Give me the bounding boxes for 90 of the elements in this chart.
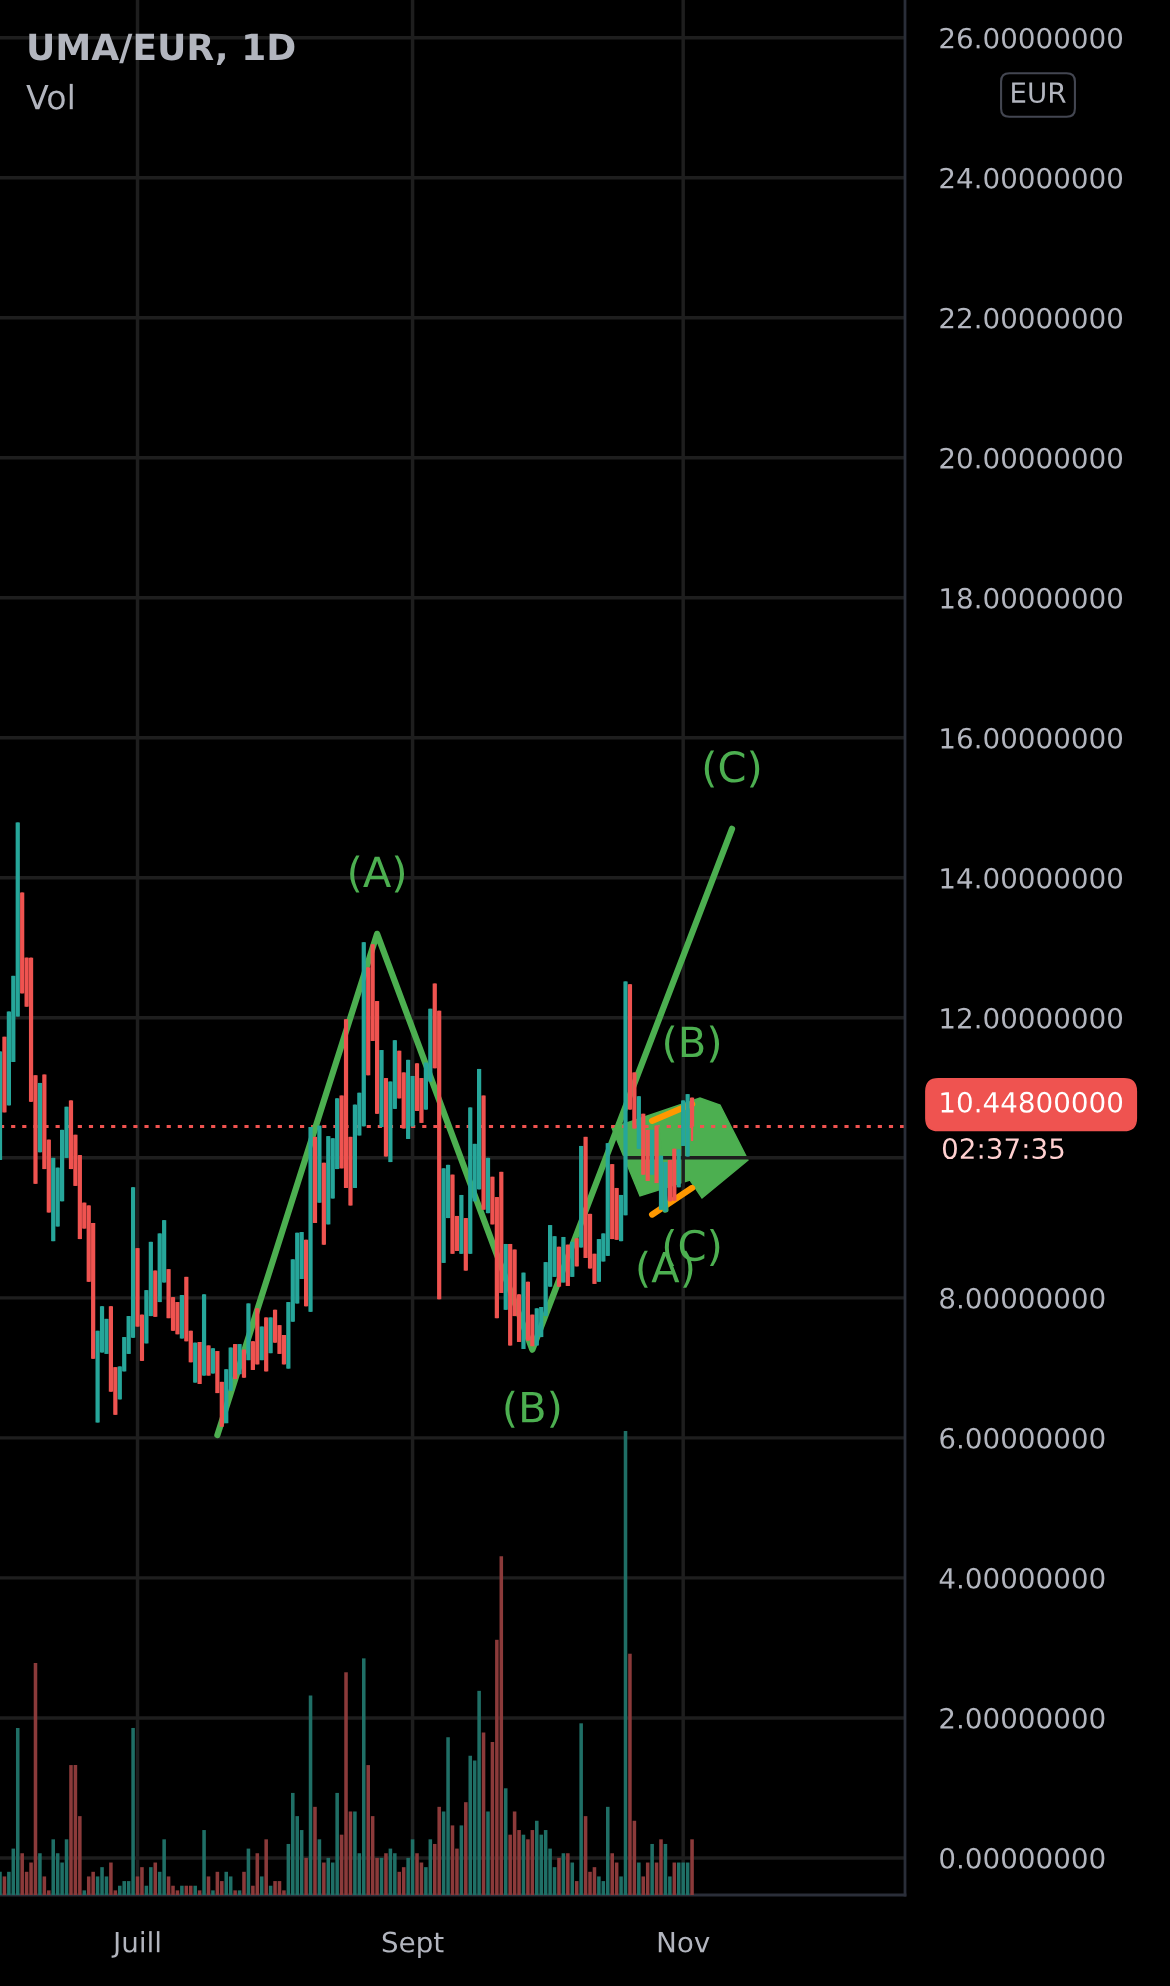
- bar: [628, 1653, 632, 1895]
- bar: [322, 1862, 326, 1895]
- bar: [503, 1788, 508, 1895]
- y-tick-label: 12.00000000: [941, 1007, 1123, 1029]
- bar: [597, 1876, 601, 1895]
- y-tick-label: 18.00000000: [941, 587, 1123, 609]
- bar: [233, 1890, 237, 1895]
- bar: [224, 1871, 229, 1895]
- bar: [393, 1853, 397, 1895]
- bar: [650, 1843, 654, 1895]
- bar: [273, 1881, 277, 1895]
- bar: [118, 1885, 122, 1895]
- bar: [20, 1853, 24, 1895]
- y-tick-label: 4.00000000: [939, 1567, 1105, 1589]
- bar: [366, 1765, 370, 1895]
- y-tick-label: 0.00000000: [940, 1847, 1105, 1869]
- annotation: (A): [350, 855, 405, 893]
- bar: [557, 1857, 561, 1895]
- bar: [610, 1853, 614, 1895]
- bar: [193, 1885, 197, 1895]
- bar: [464, 1802, 468, 1895]
- bar: [362, 1658, 366, 1895]
- bar: [384, 1853, 388, 1895]
- chart-title: Vol: [26, 83, 73, 110]
- bar: [637, 1862, 641, 1895]
- x-tick-label: Juill: [111, 1931, 160, 1958]
- y-tick-label: 2.00000000: [940, 1707, 1105, 1729]
- bar: [259, 1876, 264, 1895]
- bar: [69, 1765, 73, 1895]
- bar: [15, 1727, 20, 1895]
- annotation: (B): [665, 1025, 720, 1063]
- x-tick-label: Sept: [382, 1931, 444, 1958]
- text: 02:37:35: [942, 1138, 1064, 1160]
- x-tick-label: Nov: [658, 1931, 710, 1953]
- bar: [162, 1839, 166, 1895]
- annotation: (B): [505, 1390, 560, 1428]
- bar: [344, 1672, 348, 1895]
- y-tick-label: 16.00000000: [941, 727, 1123, 749]
- y-tick-label: 6.00000000: [940, 1427, 1105, 1449]
- y-tick-label: 26.00000000: [940, 27, 1123, 49]
- bar: [38, 1853, 42, 1895]
- bar: [122, 1881, 126, 1895]
- bar: [149, 1867, 153, 1895]
- bar: [304, 1857, 308, 1895]
- bar: [188, 1885, 193, 1895]
- y-tick-label: 22.00000000: [940, 307, 1123, 329]
- bar: [477, 1690, 481, 1895]
- bar: [468, 1755, 473, 1895]
- bar: [82, 1890, 87, 1895]
- bar: [659, 1839, 663, 1895]
- y-tick-label: 20.00000000: [940, 447, 1123, 469]
- bar: [397, 1871, 402, 1895]
- ref-line-label: 10.44800000: [941, 1091, 1123, 1113]
- bar: [335, 1792, 339, 1895]
- bar: [535, 1820, 539, 1895]
- text: EUR: [1012, 82, 1066, 104]
- annotation: (C): [704, 750, 760, 788]
- bar: [153, 1862, 158, 1895]
- bar: [690, 1839, 694, 1895]
- bar: [291, 1792, 295, 1895]
- bar: [566, 1853, 570, 1895]
- y-tick-label: 24.00000000: [940, 167, 1123, 189]
- bar: [353, 1811, 357, 1895]
- bar: [579, 1723, 583, 1895]
- bar: [51, 1839, 56, 1895]
- bar: [109, 1862, 113, 1895]
- bar: [681, 1862, 685, 1895]
- bar: [140, 1867, 144, 1895]
- bar: [175, 1890, 180, 1895]
- bar: [242, 1871, 246, 1895]
- bar: [606, 1806, 610, 1895]
- y-tick-label: 14.00000000: [941, 867, 1123, 889]
- bar: [100, 1867, 104, 1895]
- text: UMA/EUR, 1D: [29, 33, 295, 66]
- bar: [437, 1806, 441, 1895]
- bar: [211, 1890, 215, 1895]
- bar: [313, 1806, 317, 1895]
- bar: [415, 1853, 419, 1895]
- bar: [676, 1862, 681, 1895]
- bar: [202, 1830, 206, 1895]
- bar: [264, 1839, 268, 1895]
- bar: [86, 1876, 91, 1895]
- bar: [180, 1885, 184, 1895]
- bar: [446, 1737, 450, 1895]
- y-tick-label: 8.00000000: [940, 1287, 1105, 1309]
- bar: [197, 1890, 202, 1895]
- bar: [237, 1890, 242, 1895]
- bar: [131, 1727, 135, 1895]
- bar: [91, 1871, 95, 1895]
- bar: [486, 1811, 490, 1895]
